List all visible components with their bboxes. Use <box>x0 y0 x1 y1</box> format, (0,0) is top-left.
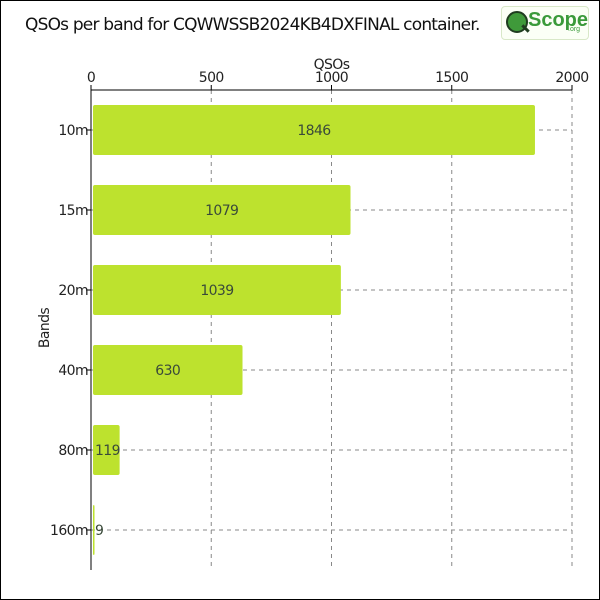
bar-20m <box>93 265 341 315</box>
y-axis-title: Bands <box>37 308 53 349</box>
bar-80m <box>93 425 120 475</box>
bar-40m <box>93 345 243 395</box>
x-tick-label-3: 1500 <box>435 70 468 86</box>
x-tick-label-1: 500 <box>199 70 224 86</box>
bar-value-label-20m: 1039 <box>200 283 233 299</box>
bar-10m <box>93 105 535 155</box>
bar-value-label-80m: 119 <box>95 443 120 459</box>
bar-value-label-160m: 9 <box>95 523 103 539</box>
chart-title: QSOs per band for CQWWSSB2024KB4DXFINAL … <box>25 15 480 35</box>
x-tick-label-4: 2000 <box>555 70 588 86</box>
bar-160m <box>93 505 95 555</box>
qscope-logo: Scope .org <box>501 6 589 40</box>
bar-value-label-10m: 1846 <box>297 123 331 139</box>
x-tick-label-2: 1000 <box>315 70 348 86</box>
y-tick-label-15m: 15m <box>58 203 88 219</box>
y-tick-label-40m: 40m <box>58 363 88 379</box>
y-tick-label-20m: 20m <box>58 283 88 299</box>
y-tick-label-160m: 160m <box>50 523 88 539</box>
logo-text: Scope <box>528 9 589 31</box>
x-tick-label-0: 0 <box>87 70 95 86</box>
logo-subtext: .org <box>568 26 581 33</box>
bar-value-label-40m: 630 <box>155 363 180 379</box>
y-tick-label-10m: 10m <box>58 123 88 139</box>
y-tick-label-80m: 80m <box>58 443 88 459</box>
bar-15m <box>93 185 351 235</box>
bar-value-label-15m: 1079 <box>205 203 238 219</box>
x-axis-title: QSOs <box>314 57 350 73</box>
